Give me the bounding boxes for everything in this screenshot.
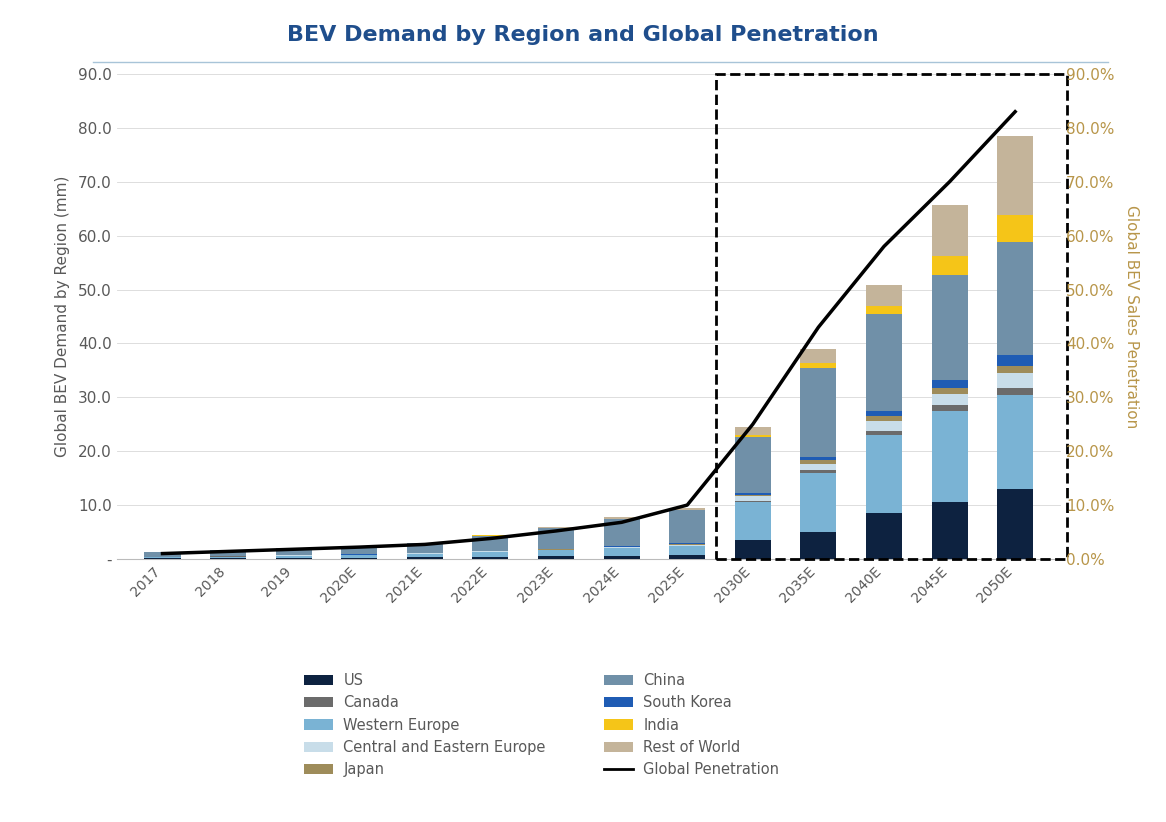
Bar <box>735 436 771 493</box>
Bar <box>800 457 836 460</box>
Bar <box>932 388 968 394</box>
Bar <box>210 556 246 558</box>
Bar <box>800 363 836 368</box>
Bar <box>866 435 902 513</box>
Bar <box>669 510 705 543</box>
Bar <box>866 284 902 307</box>
Bar <box>800 368 836 457</box>
Bar <box>932 380 968 388</box>
Bar <box>735 502 771 540</box>
Bar <box>735 435 771 436</box>
Bar <box>932 205 968 256</box>
Bar <box>932 394 968 405</box>
Bar <box>800 473 836 532</box>
Bar <box>866 416 902 421</box>
Bar <box>735 540 771 559</box>
Bar <box>932 405 968 411</box>
Bar <box>997 395 1033 489</box>
Bar <box>342 558 378 559</box>
Text: BEV Demand by Region and Global Penetration: BEV Demand by Region and Global Penetrat… <box>287 25 879 44</box>
Bar <box>997 215 1033 242</box>
Bar <box>932 256 968 275</box>
Bar <box>866 431 902 435</box>
Bar <box>210 550 246 556</box>
Legend: US, Canada, Western Europe, Central and Eastern Europe, Japan, China, South Kore: US, Canada, Western Europe, Central and … <box>304 673 779 777</box>
Bar <box>800 460 836 464</box>
Bar <box>997 372 1033 388</box>
Bar <box>669 555 705 559</box>
Bar <box>342 555 378 558</box>
Bar <box>145 557 181 558</box>
Bar <box>866 314 902 411</box>
Bar <box>275 548 311 555</box>
Y-axis label: Global BEV Demand by Region (mm): Global BEV Demand by Region (mm) <box>55 176 70 457</box>
Bar <box>275 558 311 559</box>
Bar <box>275 556 311 558</box>
Bar <box>472 552 508 556</box>
Bar <box>997 355 1033 366</box>
Bar <box>604 548 640 556</box>
Bar <box>997 242 1033 355</box>
Bar <box>538 529 574 548</box>
Bar <box>472 536 508 551</box>
Bar <box>800 464 836 470</box>
Bar <box>472 556 508 559</box>
Bar <box>800 349 836 363</box>
Bar <box>342 547 378 555</box>
Bar <box>735 427 771 435</box>
Bar <box>866 411 902 416</box>
Bar <box>932 275 968 380</box>
Bar <box>932 502 968 559</box>
Bar <box>735 495 771 496</box>
Bar <box>538 551 574 556</box>
Bar <box>604 556 640 559</box>
Bar <box>866 307 902 314</box>
Bar <box>407 554 443 557</box>
Bar <box>800 532 836 559</box>
Bar <box>407 543 443 553</box>
Bar <box>997 136 1033 215</box>
Bar <box>997 366 1033 372</box>
Bar <box>145 552 181 556</box>
Bar <box>997 388 1033 395</box>
Bar <box>669 508 705 510</box>
Bar <box>735 496 771 501</box>
Bar <box>538 556 574 559</box>
Bar <box>800 470 836 473</box>
Bar <box>932 411 968 502</box>
Bar <box>866 513 902 559</box>
Bar <box>997 489 1033 559</box>
Y-axis label: Global BEV Sales Penetration: Global BEV Sales Penetration <box>1124 205 1139 428</box>
Bar <box>407 557 443 559</box>
Bar <box>604 518 640 519</box>
Bar <box>866 421 902 431</box>
Bar <box>735 493 771 495</box>
Bar <box>604 519 640 546</box>
Bar <box>735 501 771 502</box>
Bar <box>669 546 705 555</box>
